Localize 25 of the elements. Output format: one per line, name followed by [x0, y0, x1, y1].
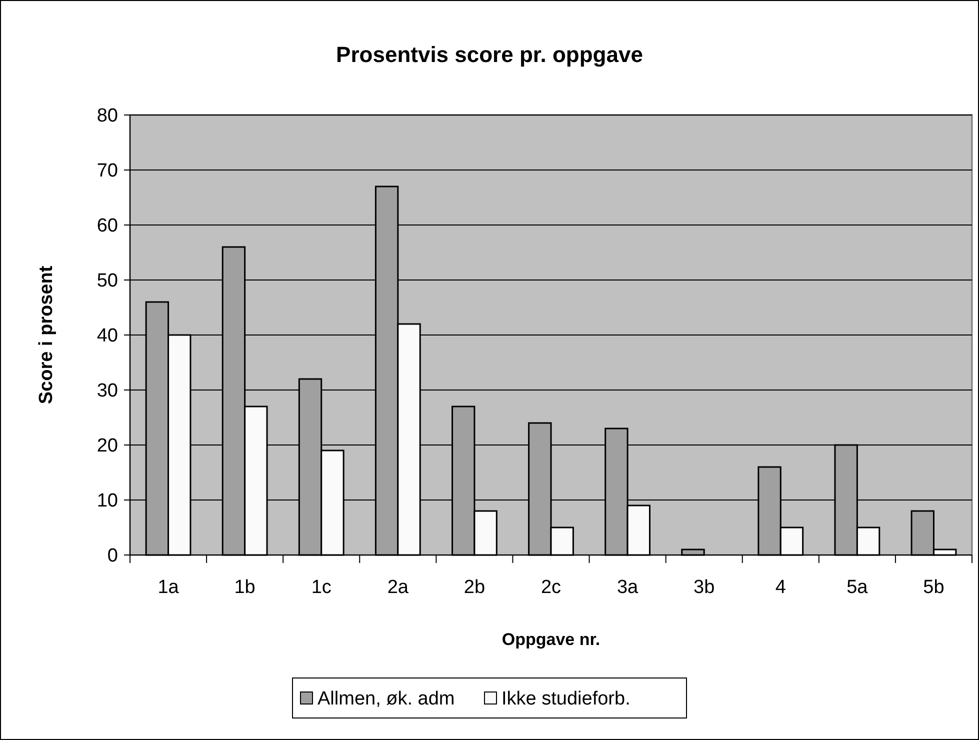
y-tick-label: 40 [96, 326, 118, 347]
x-tick-label: 2a [387, 577, 409, 598]
x-tick-label: 5b [923, 577, 944, 598]
y-tick-label: 60 [96, 216, 118, 237]
x-axis-title: Oppgave nr. [502, 630, 600, 649]
chart-title: Prosentvis score pr. oppgave [336, 42, 643, 67]
y-tick-label: 20 [96, 436, 118, 457]
y-tick-label: 50 [96, 270, 118, 292]
x-tick-label: 2b [464, 577, 486, 598]
x-tick-label: 1a [158, 577, 180, 598]
x-tick-label: 1c [311, 577, 332, 598]
x-tick-label: 2c [540, 577, 562, 598]
y-axis-title: Score i prosent [36, 265, 57, 404]
y-tick-label: 10 [96, 490, 118, 512]
x-tick-label: 1b [234, 577, 256, 598]
x-tick-label: 5a [846, 577, 868, 598]
y-tick-label: 0 [107, 546, 118, 567]
y-tick-label: 30 [96, 380, 118, 402]
legend-label: Ikke studieforb. [502, 688, 630, 710]
x-tick-label: 4 [775, 577, 786, 598]
y-tick-label: 80 [96, 106, 118, 127]
legend-label: Allmen, øk. adm [318, 688, 455, 710]
y-tick-label: 70 [96, 160, 118, 182]
x-tick-label: 3a [616, 577, 639, 598]
x-tick-label: 3b [694, 577, 715, 598]
